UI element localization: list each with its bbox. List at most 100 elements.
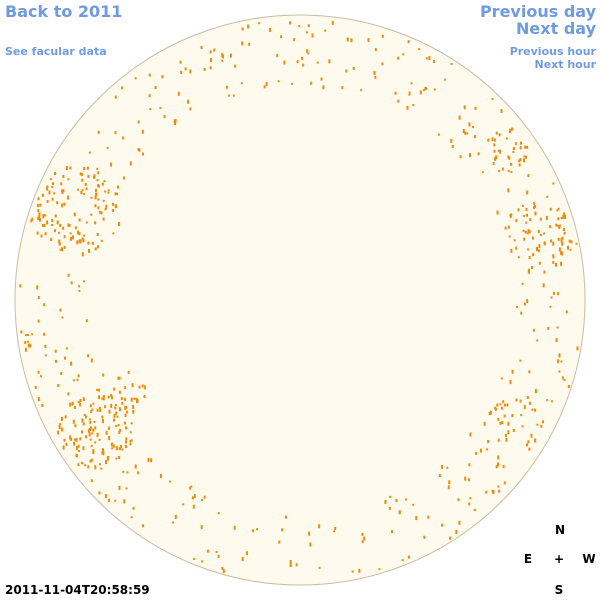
previous-day-link[interactable]: Previous day — [479, 2, 596, 21]
facula — [563, 379, 566, 382]
facula — [78, 218, 81, 222]
facula — [72, 379, 75, 382]
facula — [81, 172, 83, 176]
facula — [110, 162, 113, 167]
facula — [217, 554, 220, 558]
facula — [557, 292, 560, 296]
facula — [122, 470, 125, 473]
facula — [298, 25, 301, 28]
facula — [256, 528, 258, 531]
facula — [509, 130, 511, 133]
facula — [525, 221, 528, 224]
facula — [101, 451, 104, 455]
facula — [374, 75, 377, 79]
facula — [341, 86, 344, 90]
facula — [43, 214, 46, 217]
facula — [394, 91, 397, 95]
facula — [114, 192, 117, 196]
facula — [150, 458, 153, 463]
facula — [89, 420, 92, 424]
facula — [407, 40, 410, 44]
facula — [505, 437, 508, 442]
facula — [433, 88, 436, 91]
back-link[interactable]: Back to 2011 — [5, 2, 123, 21]
facula — [69, 435, 72, 440]
facula — [446, 466, 449, 469]
facula — [87, 241, 90, 245]
facula — [58, 425, 61, 429]
facula — [91, 432, 94, 435]
facula — [104, 494, 107, 499]
facula — [129, 431, 132, 434]
next-hour-link[interactable]: Next hour — [534, 58, 597, 71]
facula — [112, 209, 115, 212]
facula — [61, 416, 63, 421]
facula — [334, 526, 337, 530]
facula — [125, 410, 128, 414]
facula — [96, 167, 99, 170]
facula — [511, 369, 514, 374]
facula — [70, 281, 73, 285]
facula — [67, 195, 70, 200]
facula — [502, 465, 505, 469]
previous-hour-link[interactable]: Previous hour — [509, 45, 596, 58]
facula — [125, 426, 128, 430]
facula — [115, 425, 118, 427]
facula — [80, 191, 83, 194]
facula — [311, 33, 314, 38]
facula — [66, 166, 68, 171]
facula — [51, 219, 54, 222]
facula — [180, 70, 183, 74]
next-day-link[interactable]: Next day — [516, 19, 596, 38]
facula — [96, 179, 99, 182]
facula — [564, 214, 567, 219]
facula — [567, 385, 570, 388]
facula — [427, 515, 430, 519]
facula — [374, 48, 377, 52]
facula — [80, 462, 83, 465]
facula — [506, 403, 509, 407]
facula — [182, 503, 185, 506]
facula — [51, 186, 54, 188]
facular-link[interactable]: See facular data — [5, 45, 107, 58]
facula — [124, 386, 127, 390]
facula — [83, 280, 86, 283]
facula — [221, 567, 224, 570]
facula — [441, 465, 444, 469]
facula — [94, 441, 97, 444]
facula — [20, 330, 23, 334]
facula — [557, 207, 560, 210]
facula — [34, 385, 37, 389]
facula — [530, 433, 533, 438]
facula — [200, 46, 203, 49]
facula — [114, 406, 117, 410]
facula — [241, 557, 244, 562]
facula — [171, 521, 174, 524]
facula — [350, 38, 353, 43]
facula — [415, 516, 418, 521]
facula — [503, 481, 506, 485]
facula — [69, 402, 72, 407]
facula — [474, 509, 476, 511]
facula — [545, 215, 548, 220]
facula — [94, 465, 97, 470]
facula — [265, 82, 268, 86]
facula — [527, 229, 530, 233]
facula — [59, 308, 62, 312]
facula — [498, 133, 501, 137]
facula — [110, 442, 113, 447]
facula — [283, 60, 286, 65]
facula — [567, 245, 569, 250]
facula — [310, 81, 313, 85]
facula — [507, 188, 510, 193]
facula — [251, 529, 254, 533]
facula — [42, 214, 45, 219]
facula — [361, 540, 364, 544]
facula — [70, 236, 72, 241]
facula — [53, 192, 56, 195]
facula — [503, 403, 506, 407]
facula — [500, 109, 503, 113]
facula — [546, 399, 549, 402]
facula — [512, 151, 515, 153]
